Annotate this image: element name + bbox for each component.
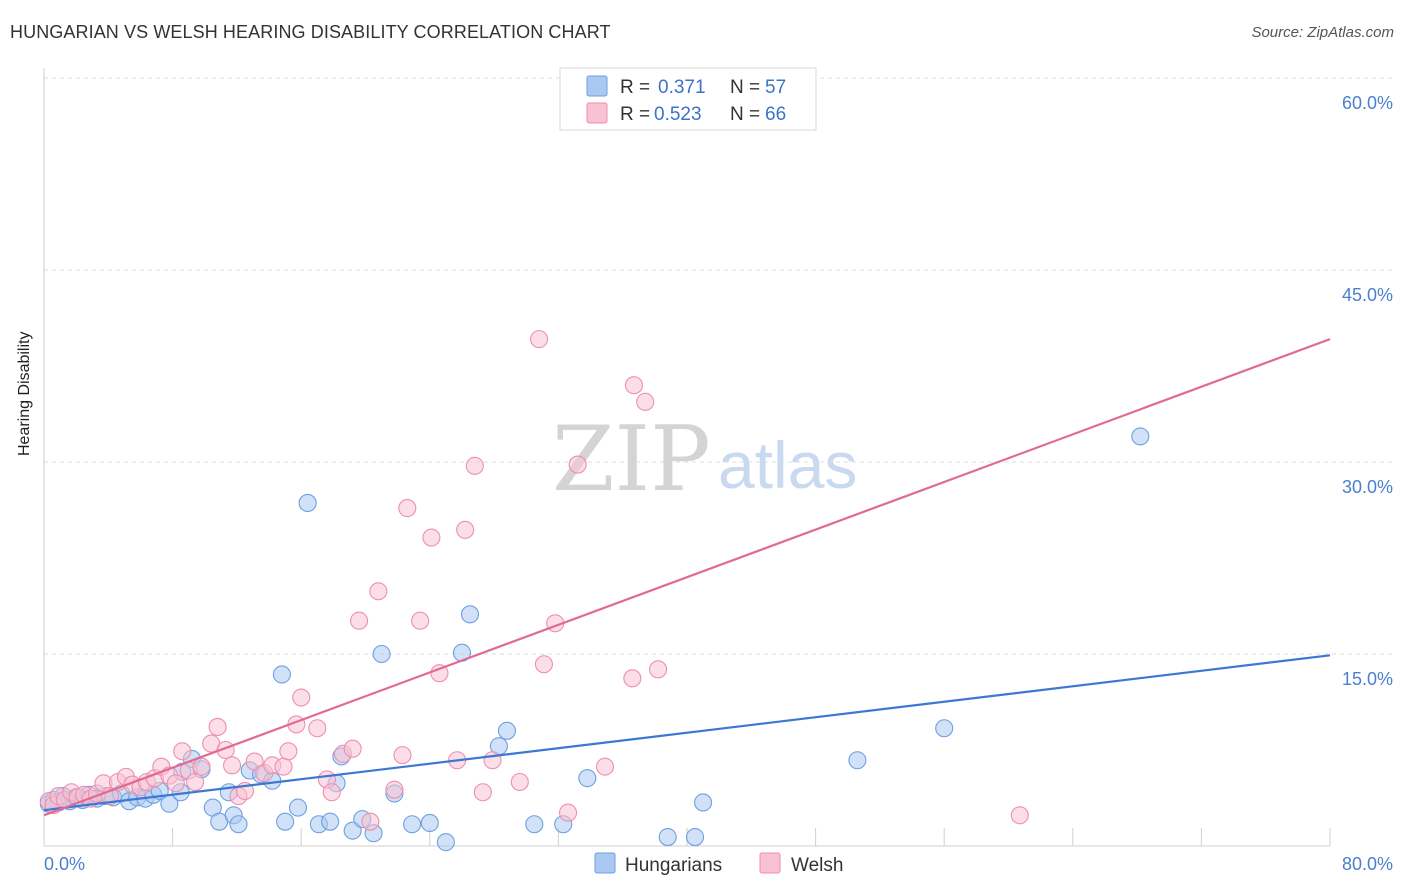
legend-r-label-hungarians: R = xyxy=(620,77,650,98)
source-label: Source: ZipAtlas.com xyxy=(1251,24,1394,41)
welsh-point xyxy=(385,780,404,799)
legend-r-value-hungarians: 0.371 xyxy=(658,77,706,98)
legend-n-value-hungarians: 57 xyxy=(765,77,786,98)
welsh-point xyxy=(166,774,185,793)
legend-swatch-welsh xyxy=(586,102,608,124)
y-tick-label-15: 15.0% xyxy=(1342,669,1393,689)
hungarians-point xyxy=(460,605,480,624)
x-tick-label-0: 0.0% xyxy=(44,854,85,874)
legend-swatch-hungarians xyxy=(586,75,608,97)
series-legend: Hungarians Welsh xyxy=(594,852,843,876)
stats-legend: R = 0.371 N = 57 R = 0.523 N = 66 xyxy=(559,67,817,131)
y-tick-label-60: 60.0% xyxy=(1342,93,1393,113)
welsh-point xyxy=(208,717,227,737)
welsh-point xyxy=(192,757,211,776)
legend-r-label-welsh: R = xyxy=(620,104,650,125)
hungarians-point xyxy=(372,644,391,664)
y-tick-labels: 15.0% 30.0% 45.0% 60.0% xyxy=(1342,93,1393,689)
hungarians-point xyxy=(848,751,867,770)
welsh-point xyxy=(361,812,380,831)
hungarians-point xyxy=(321,812,340,831)
welsh-point xyxy=(308,719,327,738)
hungarians-point xyxy=(272,665,291,684)
hungarians-point xyxy=(694,793,713,812)
gridlines xyxy=(44,77,1392,655)
welsh-point xyxy=(534,655,553,674)
hungarians-point xyxy=(288,798,308,817)
trend-lines xyxy=(43,338,1331,817)
y-tick-label-45: 45.0% xyxy=(1342,285,1393,305)
welsh-point xyxy=(343,739,362,758)
welsh-point xyxy=(186,772,205,792)
welsh-point xyxy=(369,582,388,601)
x-tick-label-80: 80.0% xyxy=(1342,854,1393,874)
hungarians-point xyxy=(403,815,422,834)
welsh-point xyxy=(411,611,430,630)
hungarians-trend-line xyxy=(43,654,1331,812)
hungarians-point xyxy=(685,827,705,847)
welsh-point xyxy=(624,376,644,395)
welsh-point xyxy=(623,669,642,688)
bottom-legend-label-welsh: Welsh xyxy=(791,855,843,876)
legend-r-value-welsh: 0.523 xyxy=(654,104,702,125)
welsh-point xyxy=(456,520,475,539)
welsh-point xyxy=(422,528,441,547)
hungarians-point xyxy=(276,812,295,831)
welsh-point xyxy=(483,751,502,770)
legend-n-label-hungarians: N = xyxy=(730,77,760,98)
hungarians-point xyxy=(1131,427,1150,446)
scatter-points xyxy=(39,330,1150,852)
legend-n-label-welsh: N = xyxy=(730,104,760,125)
welsh-point xyxy=(1010,806,1029,825)
welsh-point xyxy=(558,803,578,822)
hungarians-point xyxy=(436,833,455,852)
hungarians-point xyxy=(420,813,439,833)
watermark-atlas: atlas xyxy=(718,428,857,502)
hungarians-point xyxy=(658,827,677,847)
welsh-point xyxy=(649,660,668,679)
welsh-point xyxy=(393,746,412,765)
welsh-point xyxy=(245,752,264,771)
welsh-point xyxy=(398,499,417,518)
welsh-point xyxy=(636,392,655,411)
welsh-trend-line xyxy=(43,338,1331,817)
welsh-point xyxy=(322,783,341,802)
hungarians-point xyxy=(497,721,517,740)
x-ticks xyxy=(172,828,1331,846)
welsh-point xyxy=(279,742,298,761)
x-tick-labels: 0.0% 80.0% xyxy=(44,854,1393,874)
hungarians-point xyxy=(298,493,317,513)
welsh-point xyxy=(223,756,242,775)
hungarians-point xyxy=(343,821,362,840)
legend-n-value-welsh: 66 xyxy=(765,104,786,125)
y-tick-label-30: 30.0% xyxy=(1342,477,1393,497)
welsh-point xyxy=(173,742,192,761)
hungarians-point xyxy=(229,815,248,834)
welsh-point xyxy=(350,611,369,630)
bottom-legend-label-hungarians: Hungarians xyxy=(625,855,722,876)
welsh-point xyxy=(473,783,492,802)
bottom-legend-swatch-hungarians xyxy=(594,852,616,874)
hungarians-point xyxy=(578,769,597,788)
welsh-point xyxy=(465,456,484,475)
welsh-point xyxy=(510,772,529,792)
welsh-point xyxy=(274,757,293,776)
bottom-legend-swatch-welsh xyxy=(759,852,781,874)
chart-title: HUNGARIAN VS WELSH HEARING DISABILITY CO… xyxy=(10,22,611,42)
welsh-point xyxy=(568,455,587,474)
hungarians-point xyxy=(935,719,954,738)
hungarians-point xyxy=(525,815,544,834)
welsh-point xyxy=(430,664,449,683)
welsh-point xyxy=(530,330,549,349)
welsh-point xyxy=(595,757,615,776)
welsh-point xyxy=(292,688,311,707)
